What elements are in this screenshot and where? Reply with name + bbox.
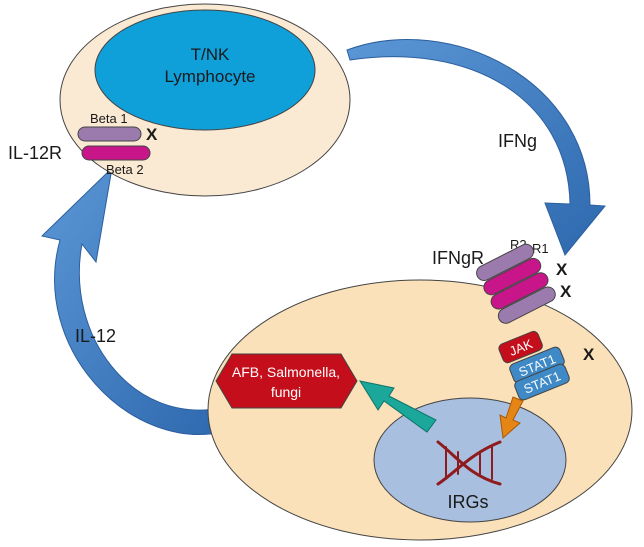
ifng-label: IFNg <box>498 131 537 151</box>
il12-label: IL-12 <box>75 326 116 346</box>
stat1-box-b: STAT1 <box>514 363 570 401</box>
il12r-mutation-mark: X <box>146 125 158 144</box>
il12r-beta2-label: Beta 2 <box>106 162 144 177</box>
ifng-arrow <box>346 39 607 256</box>
pathogens-label-line2: fungi <box>271 384 301 400</box>
irgs-label: IRGs <box>447 492 488 512</box>
ifngr-r2-bar-bottom <box>497 286 556 324</box>
ifngr-label: IFNgR <box>432 248 484 268</box>
il12r-beta1-bar <box>77 126 142 142</box>
nucleus-to-pathogens-arrow <box>358 380 437 433</box>
il12r-label: IL-12R <box>8 143 62 163</box>
ifngr-r1-bar-1 <box>483 257 542 296</box>
ifngr-r1-label: R1 <box>532 241 549 256</box>
dna-icon <box>436 440 502 486</box>
ifngr-chains <box>476 243 556 324</box>
ifngr-r2-mutation-mark: X <box>556 260 568 279</box>
stat-to-nucleus-arrow <box>499 396 524 439</box>
lymphocyte-nucleus <box>94 9 316 131</box>
lymphocyte-label-line2: Lymphocyte <box>164 67 255 86</box>
ifngr-r1-mutation-mark: X <box>560 282 572 301</box>
ifngr-r2-bar-top <box>476 243 534 282</box>
ifngr-r1-bar-2 <box>490 272 549 310</box>
il12r-beta2-bar <box>81 145 151 161</box>
il12-arrow <box>40 166 224 435</box>
il12r-beta1-label: Beta 1 <box>90 111 128 126</box>
pathogens-label-line1: AFB, Salmonella, <box>232 364 340 380</box>
jak-box: JAK <box>498 330 543 364</box>
pathogens-hexagon <box>215 353 358 409</box>
lymphocyte-label-line1: T/NK <box>191 45 230 64</box>
stat1-mutation-mark: X <box>583 345 595 364</box>
